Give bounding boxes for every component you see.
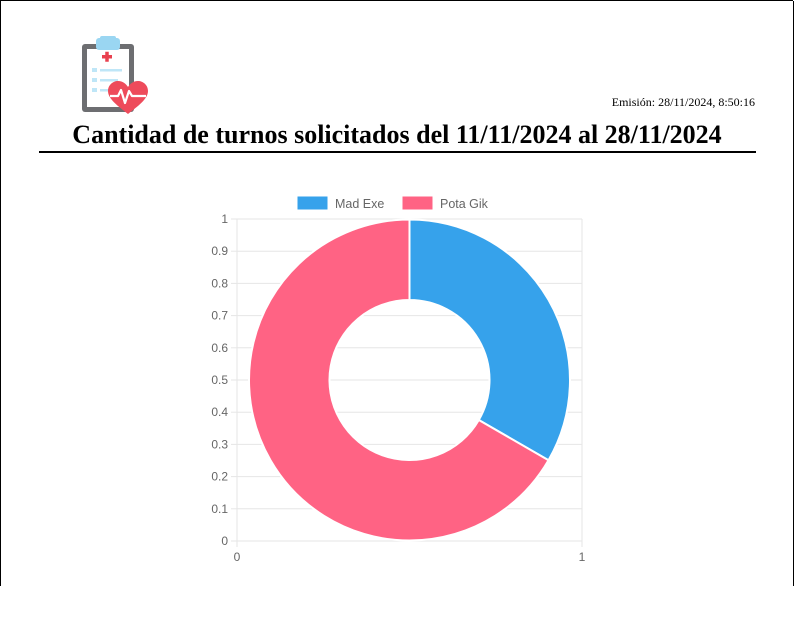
legend-label[interactable]: Pota Gik bbox=[440, 197, 489, 211]
x-tick-label: 1 bbox=[579, 550, 586, 564]
chart-legend: Mad Exe Pota Gik bbox=[297, 196, 489, 211]
y-tick-label: 0.9 bbox=[211, 244, 228, 258]
y-tick-label: 0.4 bbox=[211, 405, 228, 419]
legend-swatch[interactable] bbox=[297, 196, 328, 210]
y-tick-label: 0.7 bbox=[211, 309, 228, 323]
x-tick-label: 0 bbox=[234, 550, 241, 564]
y-tick-label: 0.6 bbox=[211, 341, 228, 355]
y-tick-label: 1 bbox=[221, 212, 228, 226]
doughnut-slice-mad-exe[interactable] bbox=[410, 220, 571, 461]
y-tick-label: 0.1 bbox=[211, 502, 228, 516]
y-tick-label: 0.2 bbox=[211, 470, 228, 484]
y-axis-ticks: 1 0.9 0.8 0.7 0.6 0.5 0.4 0.3 0.2 0.1 0 bbox=[211, 212, 228, 548]
y-tick-label: 0.5 bbox=[211, 373, 228, 387]
legend-swatch[interactable] bbox=[402, 196, 433, 210]
y-tick-label: 0.8 bbox=[211, 276, 228, 290]
y-tick-label: 0.3 bbox=[211, 437, 228, 451]
y-tick-label: 0 bbox=[221, 534, 228, 548]
legend-label[interactable]: Mad Exe bbox=[335, 197, 384, 211]
